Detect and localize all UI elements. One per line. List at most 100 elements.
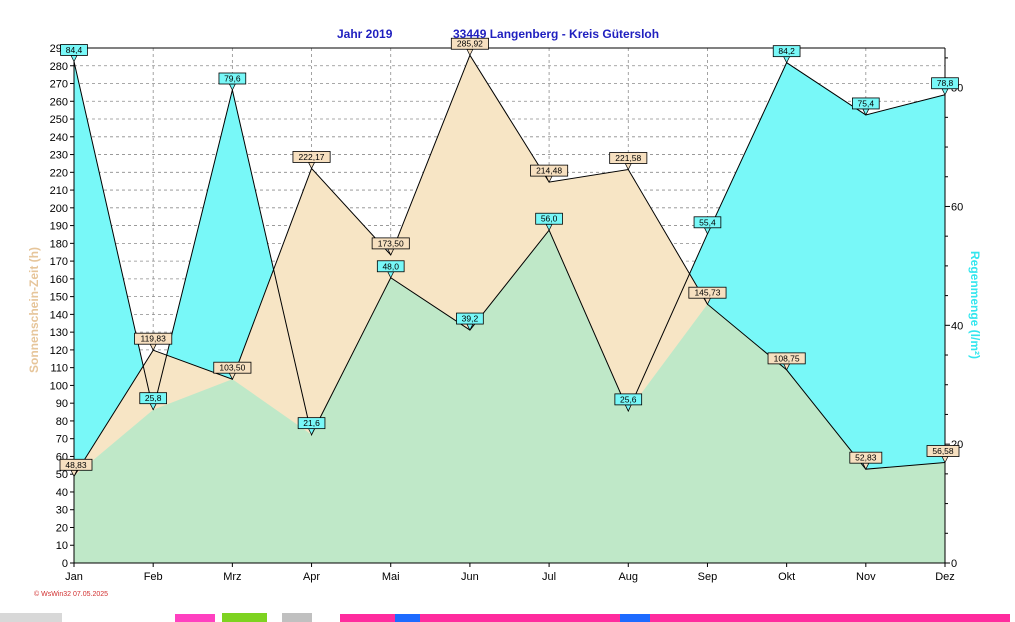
rain-data-label: 79,6: [218, 72, 247, 91]
sunshine-data-label: 48,83: [59, 458, 93, 478]
sunshine-data-label-text: 285,92: [457, 39, 483, 49]
sunshine-data-label: 56,58: [926, 445, 960, 464]
y-left-tick-label: 240: [50, 132, 68, 144]
sunshine-data-label-text: 56,58: [932, 446, 954, 456]
rain-data-label-box: [456, 312, 484, 325]
x-tick-label: Feb: [144, 571, 163, 583]
x-tick-label: Nov: [856, 571, 876, 583]
sunshine-data-label: 145,73: [688, 286, 727, 305]
rain-data-label-box: [931, 77, 959, 90]
rain-data-label: 25,6: [614, 393, 643, 412]
rain-data-label: 39,2: [456, 312, 484, 331]
y-left-tick-label: 30: [56, 505, 68, 517]
sunshine-data-label: 119,83: [134, 332, 173, 351]
sunshine-data-label-box: [926, 445, 960, 457]
sunshine-data-label-text: 52,83: [855, 453, 877, 463]
x-tick-label: Sep: [698, 571, 718, 583]
y-axis-right-label: Regenmenge (l/m²): [968, 251, 982, 359]
sunshine-data-label-box: [767, 352, 806, 365]
rain-data-label-box: [535, 212, 563, 225]
rain-data-label-text: 21,6: [303, 418, 320, 428]
rain-data-label-text: 84,4: [66, 45, 83, 55]
x-tick-label: Okt: [778, 571, 795, 583]
sunshine-data-label-text: 119,83: [140, 334, 166, 344]
rain-data-label-text: 48,0: [382, 261, 399, 271]
sunshine-data-label-text: 173,50: [378, 238, 404, 248]
x-tick-label: Jul: [542, 571, 556, 583]
y-left-tick-label: 120: [50, 345, 68, 357]
sunshine-data-label: 221,58: [609, 152, 648, 171]
overlap-area: [74, 230, 945, 564]
sunshine-data-label-text: 145,73: [694, 288, 720, 298]
rain-data-label-text: 84,2: [778, 46, 795, 56]
rain-data-label-box: [772, 45, 801, 58]
y-left-tick-label: 110: [50, 363, 68, 375]
rain-data-label-text: 78,8: [937, 78, 954, 88]
footer-credit: © WsWin32 07.05.2025: [34, 590, 108, 598]
y-left-tick-label: 260: [50, 96, 68, 108]
rain-data-label-box: [614, 393, 643, 406]
y-left-tick-label: 270: [50, 79, 68, 91]
y-left-tick-label: 210: [50, 185, 68, 197]
y-right-tick-label: 60: [951, 201, 963, 213]
sunshine-data-label: 103,50: [213, 361, 252, 380]
y-left-tick-label: 100: [50, 380, 68, 392]
rain-data-label-text: 25,6: [620, 394, 637, 404]
sunshine-data-label: 285,92: [450, 37, 489, 57]
data-labels: 48,83 119,83 103,50 222,17 173,50 285,92 214,4…: [59, 37, 960, 478]
x-tick-label: Apr: [303, 571, 320, 583]
sunshine-data-label-box: [59, 458, 93, 471]
chart-title-location: 33449 Langenberg - Kreis Gütersloh: [453, 27, 659, 41]
chart-title-year: Jahr 2019: [337, 27, 393, 41]
y-left-tick-label: 0: [62, 558, 68, 570]
rain-data-label: 84,4: [60, 44, 88, 63]
y-axis-left-ticks: 0102030405060708090100110120130140150160…: [50, 43, 74, 570]
y-axis-left-label: Sonnenschein-Zeit (h): [27, 247, 41, 373]
sunshine-data-label-box: [213, 361, 252, 374]
bottom-strip: [0, 610, 1015, 622]
y-right-tick-label: 40: [951, 320, 963, 332]
rain-data-label: 84,2: [772, 45, 801, 64]
x-tick-label: Jun: [461, 571, 479, 583]
rain-data-label-box: [218, 72, 247, 85]
y-left-tick-label: 90: [56, 398, 68, 410]
rain-data-label: 78,8: [931, 77, 959, 96]
rain-data-label-text: 25,8: [145, 393, 162, 403]
sunshine-data-label-text: 221,58: [615, 153, 641, 163]
y-left-tick-label: 10: [56, 540, 68, 552]
sunshine-data-label: 173,50: [371, 237, 410, 256]
y-left-tick-label: 40: [56, 487, 68, 499]
y-left-tick-label: 280: [50, 61, 68, 73]
sunshine-data-label: 222,17: [292, 151, 331, 170]
sunshine-data-label-box: [609, 152, 648, 164]
rain-line: [73, 61, 946, 437]
y-left-tick-label: 230: [50, 150, 68, 162]
sunshine-data-label: 52,83: [849, 451, 883, 470]
y-left-tick-label: 160: [50, 274, 68, 286]
x-tick-label: Jan: [65, 571, 83, 583]
sunshine-data-label-box: [688, 286, 727, 299]
sunshine-data-label-text: 108,75: [774, 353, 800, 363]
x-tick-label: Mrz: [223, 571, 241, 583]
y-axis-right-ticks: 020406080: [945, 57, 963, 570]
y-left-tick-label: 130: [50, 327, 68, 339]
rain-data-label-text: 75,4: [858, 98, 875, 108]
rain-data-label: 48,0: [376, 260, 405, 279]
y-left-tick-label: 50: [56, 469, 68, 481]
sunshine-data-label-text: 222,17: [299, 152, 325, 162]
sunshine-data-label-text: 48,83: [65, 460, 87, 470]
y-left-tick-label: 20: [56, 522, 68, 534]
x-axis-ticks: Jan Feb Mrz Apr Mai Jun Jul Aug Sep Okt Nov Dez: [65, 563, 955, 583]
y-left-tick-label: 250: [50, 114, 68, 126]
y-left-tick-label: 190: [50, 221, 68, 233]
rain-data-label: 56,0: [535, 212, 563, 232]
rain-data-label: 25,8: [139, 392, 167, 411]
sunshine-data-label-box: [849, 451, 883, 464]
y-left-tick-label: 170: [50, 256, 68, 268]
y-left-tick-label: 180: [50, 238, 68, 250]
rain-data-label-box: [60, 44, 88, 56]
rain-data-label-box: [693, 216, 722, 229]
sunshine-data-label-text: 214,48: [536, 166, 562, 176]
rain-data-label-text: 56,0: [541, 214, 558, 224]
